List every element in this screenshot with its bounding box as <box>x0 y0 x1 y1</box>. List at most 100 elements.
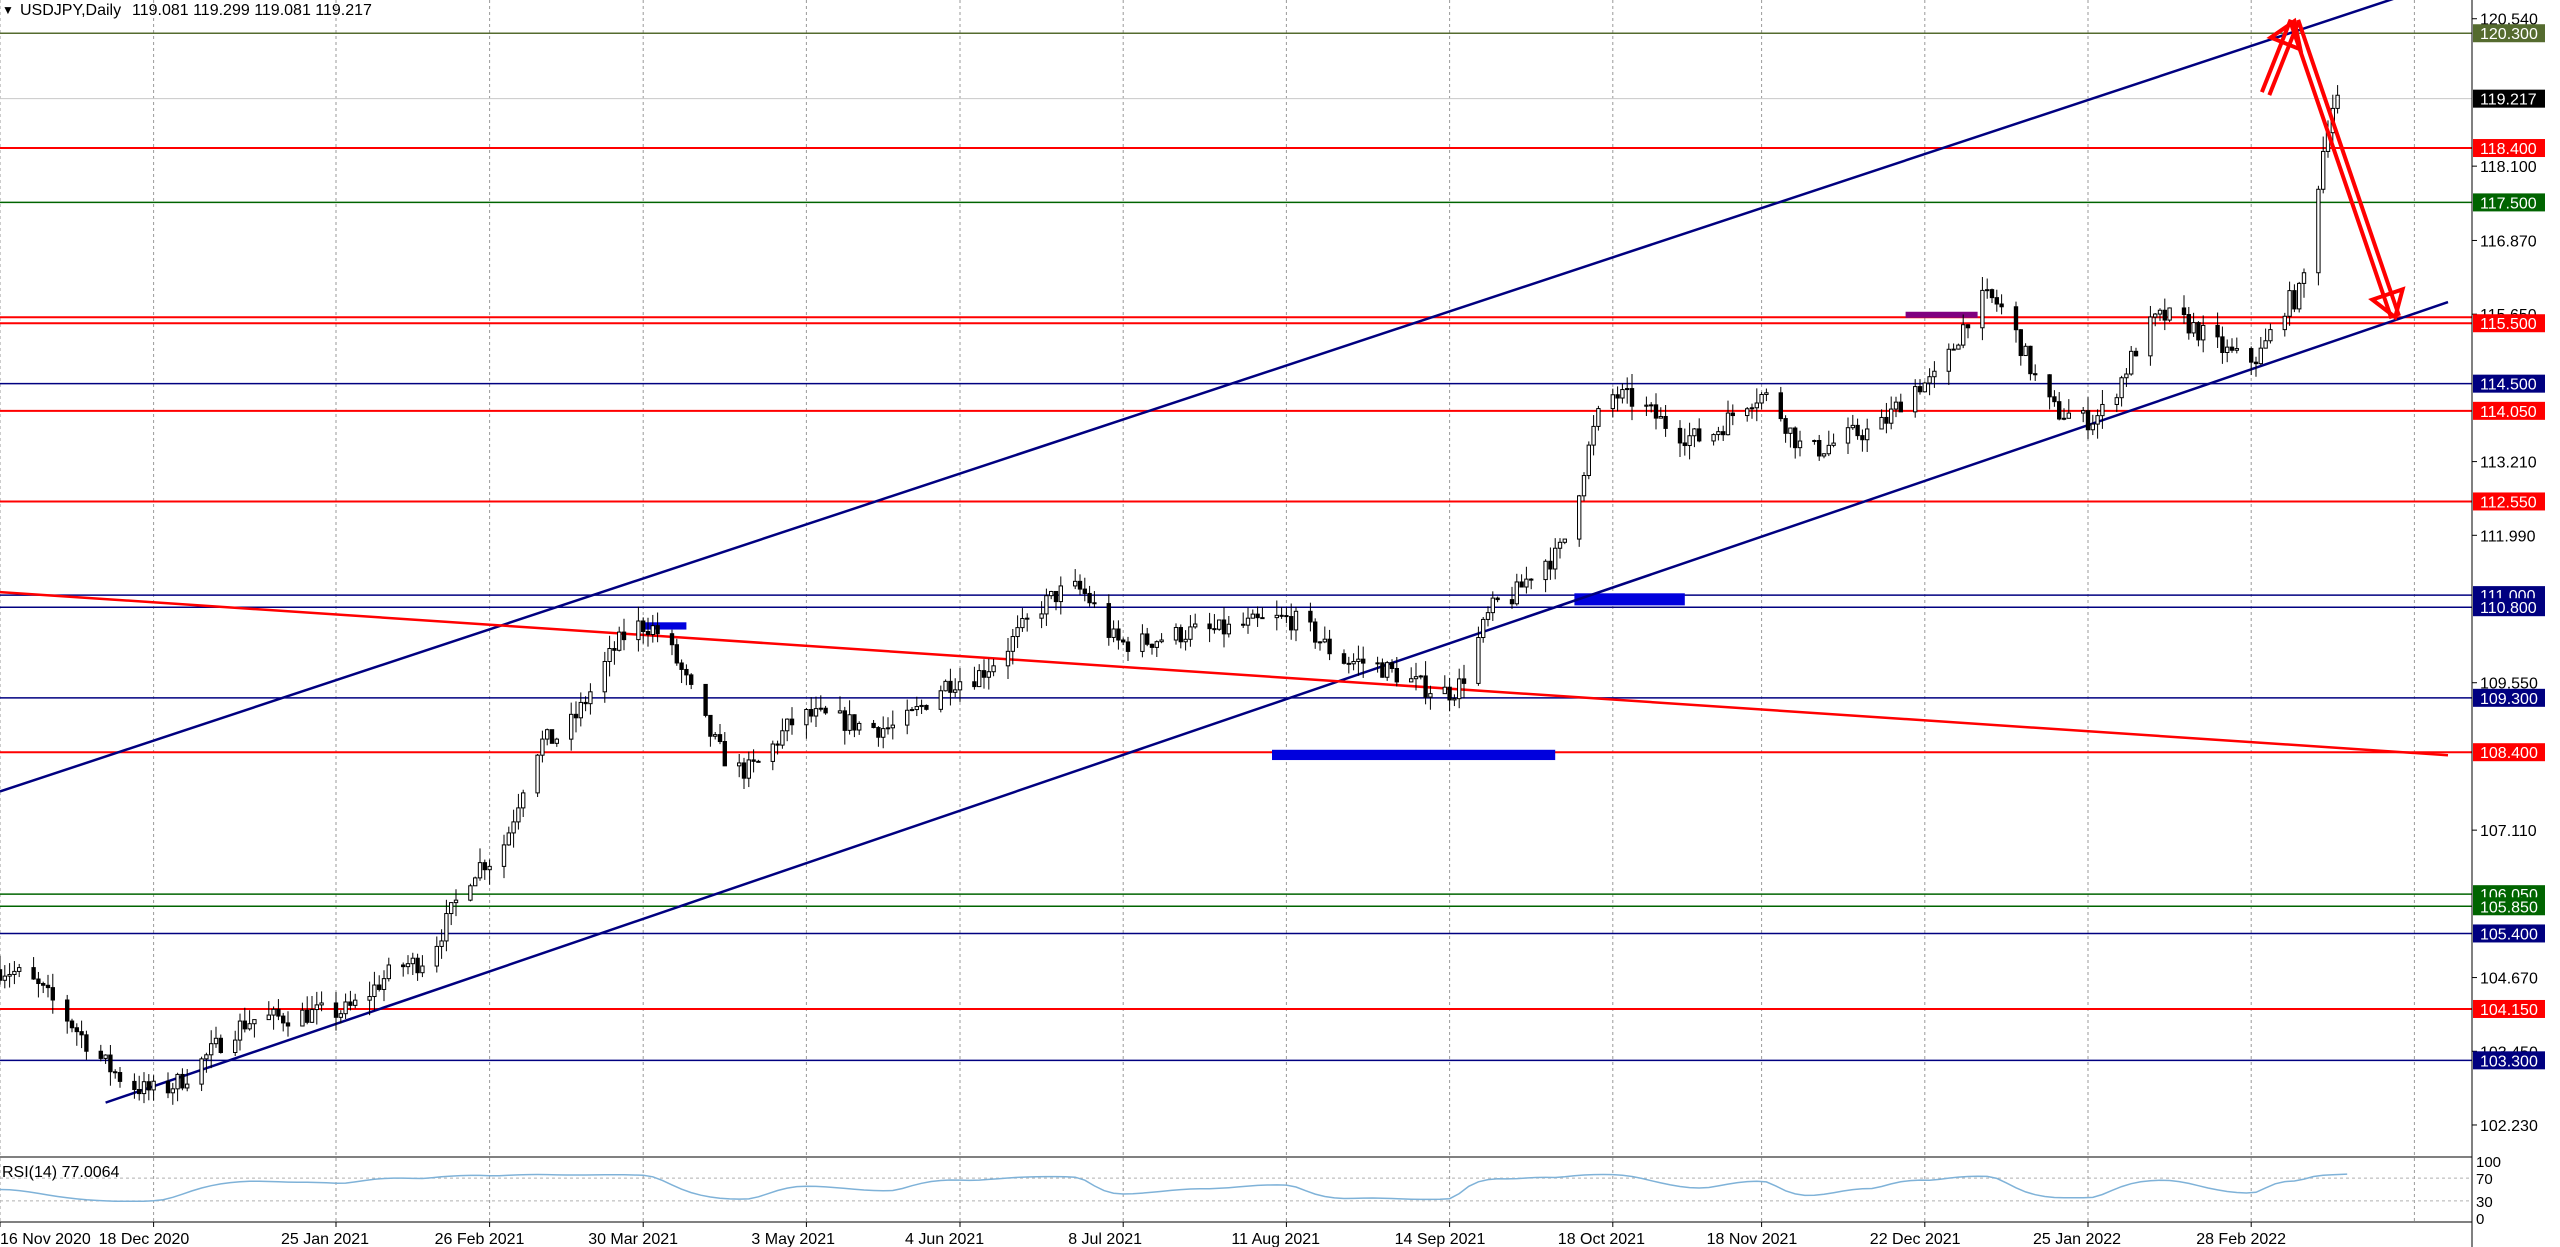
candle-body <box>1778 392 1783 420</box>
candle-body <box>506 832 511 846</box>
candle-body <box>1375 662 1380 665</box>
candle-body <box>2157 309 2163 315</box>
zone-rect <box>1574 593 1685 606</box>
candle-body <box>12 970 17 975</box>
candle-body <box>818 707 823 710</box>
candle-body <box>266 1014 271 1021</box>
level-tag-bg <box>2473 401 2545 420</box>
candle-body <box>1749 407 1755 410</box>
candle-body <box>2335 94 2340 109</box>
candle-body <box>2124 373 2129 379</box>
candle-body <box>1831 442 1836 446</box>
candle-body <box>1423 675 1428 698</box>
candle-body <box>914 706 919 711</box>
candle-body <box>170 1088 175 1094</box>
candle-body <box>7 973 12 977</box>
candle-body <box>218 1037 223 1054</box>
candle-body <box>1447 686 1452 701</box>
candle-body <box>2100 403 2105 417</box>
zone-rect <box>643 622 687 630</box>
candle-body <box>957 681 963 691</box>
arrow-shaft <box>2260 18 2293 93</box>
candle-body <box>1461 678 1467 684</box>
candle-body <box>444 913 449 942</box>
candle-body <box>612 648 617 651</box>
candle-body <box>1341 653 1347 664</box>
candle-body <box>881 728 886 738</box>
candle-body <box>1250 613 1255 619</box>
candle-body <box>905 709 910 726</box>
candle-body <box>132 1080 137 1090</box>
candle-body <box>415 957 420 974</box>
candle-body <box>17 967 22 972</box>
candle-body <box>674 644 679 664</box>
candle-body <box>314 1004 319 1011</box>
candle-body <box>1649 404 1654 407</box>
symbol-label: USDJPY,Daily <box>20 2 121 19</box>
candle-body <box>1610 394 1615 410</box>
candle-body <box>199 1058 204 1085</box>
candle-body <box>1543 560 1548 581</box>
candle-body <box>1745 408 1750 417</box>
candle-body <box>1817 439 1822 457</box>
candle-body <box>2186 314 2191 334</box>
candle-body <box>703 683 708 716</box>
candle-body <box>1922 382 1927 393</box>
candle-body <box>1452 698 1457 701</box>
menu-triangle-icon[interactable]: ▼ <box>2 3 14 17</box>
candle-body <box>377 984 382 990</box>
candle-body <box>1961 324 1966 346</box>
candles <box>0 85 2340 1105</box>
candle-body <box>2201 324 2206 341</box>
candle-body <box>1049 590 1054 597</box>
candle-body <box>41 983 46 986</box>
candle-body <box>722 741 727 767</box>
candle-body <box>1207 623 1212 630</box>
candle-body <box>1721 431 1726 436</box>
candle-body <box>2196 322 2201 341</box>
candle-body <box>1226 623 1231 635</box>
candle-body <box>1658 415 1663 419</box>
level-tag-bg <box>2473 314 2545 333</box>
level-tag-bg <box>2473 193 2545 212</box>
level-tag-bg <box>2473 688 2545 707</box>
candle-body <box>1548 560 1553 570</box>
candle-body <box>209 1043 214 1056</box>
candle-body <box>1917 386 1923 393</box>
candle-body <box>746 759 751 779</box>
candle-body <box>1677 427 1683 444</box>
candle-body <box>453 899 459 904</box>
date-axis: 16 Nov 2020 18 Dec 2020 25 Jan 2021 26 Feb … <box>0 1222 2286 1247</box>
candle-body <box>1980 289 1985 329</box>
candle-body <box>1077 580 1083 590</box>
candle-body <box>909 709 915 712</box>
candle-body <box>1058 585 1063 603</box>
level-tag-label: 108.400 <box>2480 745 2538 762</box>
level-tag-label: 115.500 <box>2480 316 2537 333</box>
candle-body <box>871 722 876 729</box>
candle-body <box>756 760 761 763</box>
candle-body <box>780 730 785 746</box>
candle-body <box>569 713 574 740</box>
candle-body <box>991 665 996 673</box>
candle-body <box>1413 676 1419 680</box>
candle-body <box>545 729 550 740</box>
candle-body <box>741 762 747 779</box>
candle-body <box>1644 404 1649 407</box>
candle-body <box>1289 616 1294 631</box>
date-tick-label: 18 Dec 2020 <box>99 1231 190 1247</box>
candle-body <box>1625 388 1630 391</box>
candle-body <box>857 722 862 731</box>
trendline-red-descending <box>0 590 2449 757</box>
candle-body <box>233 1039 238 1054</box>
candle-body <box>1826 444 1831 455</box>
level-tag-label: 105.400 <box>2480 926 2538 943</box>
candle-body <box>1562 538 1567 543</box>
candle-body <box>1313 621 1318 643</box>
candle-body <box>885 727 891 730</box>
candle-body <box>185 1083 190 1089</box>
candle-body <box>1111 628 1116 638</box>
candle-body <box>2061 417 2067 420</box>
